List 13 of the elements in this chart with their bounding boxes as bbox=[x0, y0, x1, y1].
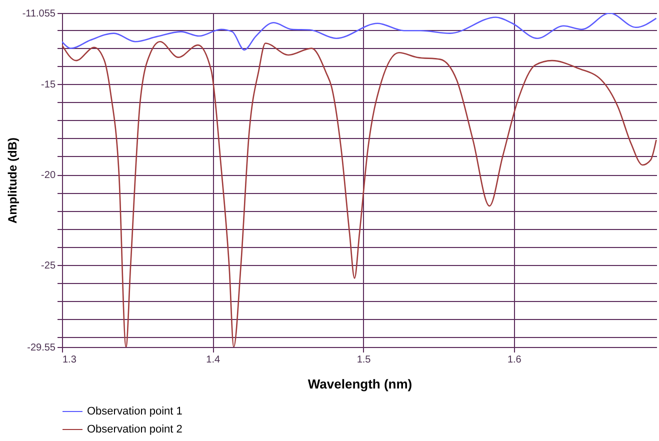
y-tick-label: -20 bbox=[41, 170, 56, 182]
x-tick-label: 1.6 bbox=[507, 354, 522, 366]
x-tick-label: 1.4 bbox=[206, 354, 221, 366]
x-tick-label: 1.5 bbox=[356, 354, 372, 366]
y-axis-title: Amplitude (dB) bbox=[5, 138, 20, 224]
y-tick-label: -29.55 bbox=[27, 342, 56, 354]
y-tick-label: -11.055 bbox=[22, 8, 56, 20]
y-tick-label: -25 bbox=[41, 260, 56, 272]
legend-label: Observation point 1 bbox=[87, 406, 182, 418]
legend-label: Observation point 2 bbox=[87, 424, 182, 436]
x-axis-title: Wavelength (nm) bbox=[308, 376, 412, 392]
y-tick-label: -15 bbox=[41, 80, 56, 91]
x-tick-label: 1.3 bbox=[62, 354, 77, 366]
